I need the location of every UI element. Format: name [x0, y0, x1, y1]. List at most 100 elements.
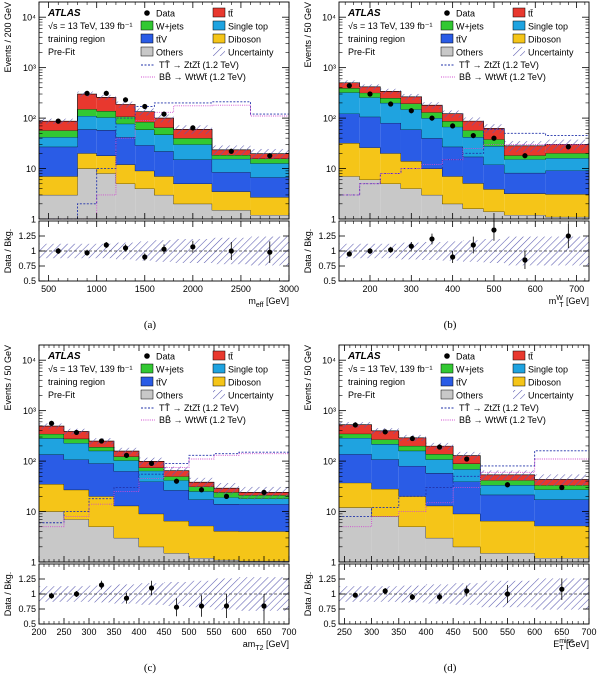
y-tick-label: 10² — [323, 114, 336, 124]
legend-label-singletop: Single top — [228, 365, 268, 375]
y-axis-title: Events / 50 GeV — [3, 345, 13, 411]
ratio-tick-label: 0.75 — [318, 261, 336, 271]
x-tick-label: 500 — [486, 284, 501, 294]
legend-label-others: Others — [456, 391, 484, 401]
data-point — [470, 132, 476, 139]
bar-singletop — [483, 146, 505, 165]
ratio-tick-label: 1.25 — [318, 231, 336, 241]
x-axis-title-main: E — [553, 639, 559, 649]
legend-swatch-diboson — [212, 33, 226, 44]
ratio-point — [464, 588, 470, 594]
ratio-point — [142, 254, 148, 260]
x-tick-label: 600 — [231, 627, 246, 637]
region-label: training region — [348, 34, 405, 44]
bar-diboson — [39, 484, 64, 512]
legend-signal-tt-label: TT̄ → ZtZt̄ (1.2 TeV) — [459, 403, 539, 413]
bar-wjets — [339, 433, 372, 438]
signal-bb-line — [39, 453, 289, 528]
uncertainty-band — [39, 423, 64, 430]
data-point — [429, 115, 435, 121]
x-tick-label: 200 — [362, 284, 377, 294]
legend-label-unc: Uncertainty — [228, 391, 274, 401]
chart-c: 1 10 10² 10³ 10⁴ Events / 50 GeV ATLAS √s = 13 … — [3, 344, 297, 674]
legend-label-others: Others — [156, 391, 184, 401]
ratio-point — [367, 248, 373, 254]
ratio-point — [408, 243, 414, 249]
x-tick-label: 650 — [256, 627, 271, 637]
bar-ttv — [462, 156, 484, 184]
bar-singletop — [400, 109, 422, 130]
bar-ttbar — [462, 121, 484, 131]
x-tick-label: 500 — [181, 627, 196, 637]
legend-data-label: Data — [156, 9, 175, 19]
bar-diboson — [164, 520, 189, 554]
main-frame — [338, 1, 590, 220]
uncertainty-band — [534, 474, 589, 487]
bar-ttbar — [39, 426, 64, 434]
legend-label-ttbar: tt̄ — [228, 352, 234, 362]
bar-others — [189, 558, 214, 562]
legend-swatch-singletop — [512, 20, 526, 31]
bar-ttbar — [371, 430, 399, 440]
ratio-tick-label: 0.5 — [23, 276, 36, 286]
legend-data-marker — [444, 353, 450, 359]
bar-ttv — [442, 146, 463, 177]
uncertainty-band — [189, 477, 214, 488]
ratio-point — [491, 227, 497, 233]
bar-ttbar — [398, 437, 426, 446]
data-point — [103, 90, 109, 96]
bar-wjets — [483, 139, 505, 147]
x-tick-label: 550 — [500, 627, 515, 637]
legend-data-label: Data — [456, 9, 475, 19]
bar-ttv — [339, 454, 372, 483]
bar-others — [96, 173, 116, 219]
bar-ttv — [154, 151, 174, 177]
x-axis-title-unit: [GeV] — [563, 639, 589, 649]
x-axis-title-main: am — [243, 639, 256, 649]
chart-b: 1 10 10² 10³ 10⁴ Events / 50 GeV ATLAS √s = 13 … — [303, 1, 590, 331]
bar-ttbar — [154, 118, 174, 128]
y-tick-label: 10² — [323, 457, 336, 467]
energy-label: √s = 13 TeV, 139 fb⁻¹ — [348, 364, 433, 374]
x-tick-label: 350 — [391, 627, 406, 637]
bar-wjets — [371, 439, 399, 445]
bar-diboson — [212, 191, 251, 211]
legend-swatch-wjets — [140, 20, 154, 31]
legend-swatch-unc — [513, 390, 525, 399]
bar-others — [400, 188, 422, 219]
bar-ttbar — [400, 96, 422, 104]
bar-diboson — [442, 176, 463, 204]
legend-swatch-diboson — [512, 376, 526, 387]
bar-diboson — [462, 183, 484, 209]
legend-swatch-ttv — [440, 33, 454, 44]
data-point — [73, 429, 80, 436]
bar-diboson — [480, 520, 535, 554]
x-tick-label: 300 — [364, 627, 379, 637]
ratio-tick-label: 0.5 — [323, 276, 336, 286]
atlas-label: ATLAS — [347, 8, 381, 19]
chart-d: 1 10 10² 10³ 10⁴ Events / 50 GeV ATLAS √s = 13 … — [303, 344, 597, 674]
bar-wjets — [39, 433, 64, 439]
x-axis-title-unit: [GeV] — [263, 296, 289, 306]
panel-caption: (b) — [444, 319, 457, 331]
x-axis-title-unit: [GeV] — [263, 639, 289, 649]
bar-wjets — [135, 121, 155, 130]
x-tick-label: 350 — [106, 627, 121, 637]
bar-others — [164, 553, 189, 562]
bar-singletop — [425, 459, 454, 474]
legend-data-label: Data — [156, 352, 175, 362]
bar-others — [442, 203, 463, 219]
legend-label-diboson: Diboson — [528, 35, 561, 45]
bar-singletop — [339, 92, 360, 114]
data-point — [55, 118, 61, 124]
legend-label-others: Others — [156, 48, 184, 58]
x-tick-label: 550 — [206, 627, 221, 637]
x-axis-title-sup: W — [556, 295, 563, 302]
uncertainty-band — [164, 466, 189, 476]
y-tick-label: 10 — [26, 164, 36, 174]
bar-ttv — [64, 459, 89, 490]
ratio-tick-label: 1.25 — [318, 574, 336, 584]
bar-ttbar — [77, 94, 97, 110]
bar-others — [212, 210, 251, 219]
x-axis-title: Emiss T [GeV] — [553, 638, 589, 652]
